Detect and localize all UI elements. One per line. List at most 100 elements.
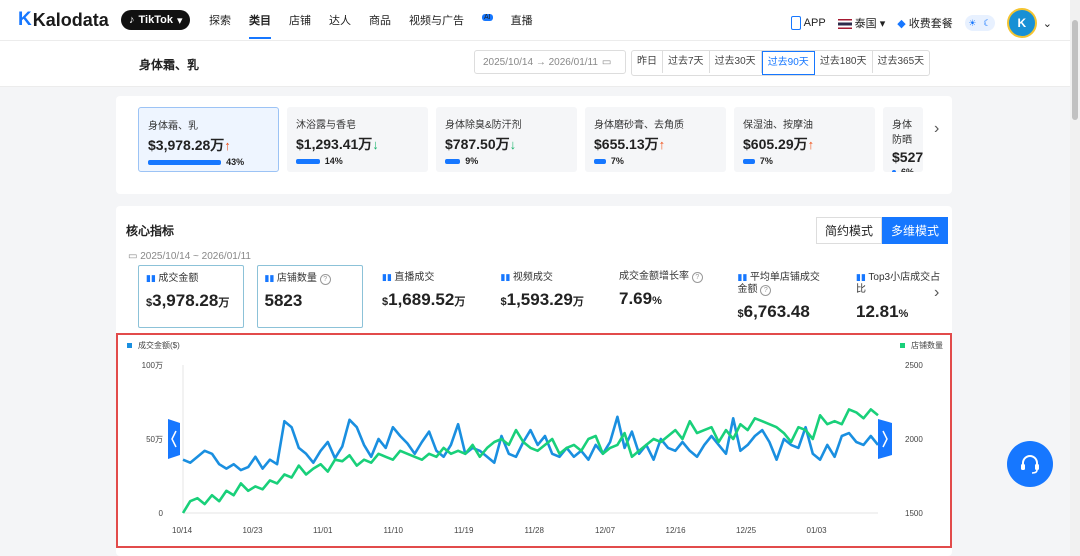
metric-prefix: $ xyxy=(382,296,389,308)
kalodata-logo[interactable]: K Kalodata xyxy=(18,9,109,31)
category-card[interactable]: 沐浴露与香皂 $1,293.41万↓ 14% xyxy=(287,107,428,172)
legend-sales-marker xyxy=(127,343,132,348)
legend-sales-label: 成交金额($) xyxy=(138,340,180,350)
multi-mode-button[interactable]: 多维模式 xyxy=(882,217,949,244)
metric-value: 7.69% xyxy=(619,289,711,309)
sun-icon: ☀ xyxy=(968,17,977,28)
legend-shops-label: 店铺数量 xyxy=(911,340,943,350)
metric-unit: 万 xyxy=(218,297,230,309)
metric-label: 店铺数量 xyxy=(276,273,317,284)
metric-card[interactable]: ▮▮ 店铺数量 ? 5823 xyxy=(256,265,363,328)
nav-creators[interactable]: 达人 xyxy=(329,15,351,27)
period-365d[interactable]: 过去365天 xyxy=(877,56,925,67)
share-pct: 7% xyxy=(610,156,624,166)
category-card[interactable]: 身体霜、乳 $3,978.28万↑ 43% xyxy=(138,107,279,172)
category-share: 14% xyxy=(296,156,419,166)
thailand-flag-icon xyxy=(837,19,852,30)
metric-card[interactable]: ▮▮ 视频成交 $1,593.29万 xyxy=(494,265,600,328)
nav-shops[interactable]: 店铺 xyxy=(289,15,311,27)
nav-explore[interactable]: 探索 xyxy=(209,15,231,27)
metric-label: 成交金额增长率 xyxy=(619,271,689,282)
metric-name: ▮▮ 直播成交 xyxy=(382,271,474,284)
category-card[interactable]: 保湿油、按摩油 $605.29万↑ 7% xyxy=(734,107,875,172)
page-scrollbar[interactable] xyxy=(1070,0,1080,556)
category-card[interactable]: 身体防晒 $527.1 6% xyxy=(883,107,923,172)
filter-bar: 身体霜、乳 2025/10/14 → 2026/01/11 ▭ 昨日 过去7天 过… xyxy=(0,41,1080,87)
help-icon[interactable]: ? xyxy=(319,274,331,285)
nav-video-ads[interactable]: 视频与广告 AI xyxy=(409,12,511,28)
period-selector: 昨日 过去7天 过去30天 过去90天 过去180天 过去365天 xyxy=(631,50,931,76)
theme-toggle[interactable]: ☀ ☾ xyxy=(964,15,995,31)
period-180d[interactable]: 过去180天 xyxy=(815,51,873,73)
share-bar xyxy=(445,158,461,164)
logo-text: Kalodata xyxy=(32,9,109,30)
kalodata-mark-icon: K xyxy=(18,9,32,30)
nav-live[interactable]: 直播 xyxy=(510,15,533,27)
metric-card[interactable]: 成交金额增长率 ? 7.69% xyxy=(612,265,718,328)
period-yesterday[interactable]: 昨日 xyxy=(632,51,663,73)
bar-chart-icon: ▮▮ xyxy=(146,273,159,283)
avatar[interactable]: K xyxy=(1006,8,1037,38)
category-name: 保湿油、按摩油 xyxy=(743,120,813,131)
region-label: 泰国 xyxy=(854,18,877,30)
bar-chart-icon: ▮▮ xyxy=(382,272,395,282)
category-value-text: $787.50万 xyxy=(445,136,510,152)
arrow-up-icon: ↑ xyxy=(807,137,815,152)
metric-name: ▮▮ 店铺数量 ? xyxy=(265,272,355,285)
platform-selector[interactable]: ♪ TikTok ▾ xyxy=(121,10,191,30)
mode-switch: 简约模式 多维模式 xyxy=(816,217,949,244)
chart-prev-handle xyxy=(168,419,180,459)
metric-value: $1,689.52万 xyxy=(382,290,474,310)
main-nav: 探索 类目 店铺 达人 商品 视频与广告 AI 直播 xyxy=(209,12,551,39)
app-download[interactable]: APP xyxy=(790,16,826,30)
customer-support-button[interactable] xyxy=(1007,441,1053,487)
metric-value: 12.81% xyxy=(856,302,948,322)
help-icon[interactable]: ? xyxy=(691,272,703,283)
pricing-link[interactable]: ◆ 收费套餐 xyxy=(897,15,953,31)
metric-card[interactable]: ▮▮ 成交金额 $3,978.28万 xyxy=(138,265,244,328)
metric-prefix: $ xyxy=(146,297,153,309)
metric-card[interactable]: ▮▮ Top3小店成交占比 12.81% xyxy=(849,265,955,328)
nav-category[interactable]: 类目 xyxy=(249,12,271,39)
nav-products[interactable]: 商品 xyxy=(369,15,391,27)
date-range-picker[interactable]: 2025/10/14 → 2026/01/11 ▭ xyxy=(474,50,626,74)
metric-unit: % xyxy=(898,308,909,320)
category-card[interactable]: 身体磨砂膏、去角质 $655.13万↑ 7% xyxy=(585,107,726,172)
x-tick: 01/03 xyxy=(807,526,828,535)
metric-prefix: $ xyxy=(500,296,507,308)
category-card[interactable]: 身体除臭&防汗剂 $787.50万↓ 9% xyxy=(436,107,577,172)
share-bar xyxy=(892,169,896,172)
metric-name: ▮▮ Top3小店成交占比 xyxy=(856,271,948,296)
category-name: 身体防晒 xyxy=(892,120,912,146)
region-selector[interactable]: 泰国 ▾ xyxy=(837,15,885,31)
y-right-tick: 2500 xyxy=(905,361,923,370)
metric-card[interactable]: ▮▮ 直播成交 $1,689.52万 xyxy=(375,265,481,328)
category-value: $527.1 xyxy=(892,149,923,165)
share-pct: 7% xyxy=(759,156,773,166)
chevron-right-icon[interactable]: › xyxy=(934,120,940,137)
chevron-right-icon[interactable]: › xyxy=(934,284,940,301)
chevron-down-icon[interactable]: ⌄ xyxy=(1042,17,1052,30)
period-90d[interactable]: 过去90天 xyxy=(761,51,815,75)
share-pct: 43% xyxy=(226,157,245,167)
x-tick: 11/10 xyxy=(384,526,404,535)
arrow-down-icon: ↓ xyxy=(372,137,379,152)
metric-label: 平均单店铺成交金额 xyxy=(737,272,820,295)
category-name: 沐浴露与香皂 xyxy=(296,120,356,131)
metric-number: 7.69 xyxy=(619,289,653,308)
metric-name: ▮▮ 平均单店铺成交金额 ? xyxy=(738,271,830,296)
help-icon[interactable]: ? xyxy=(760,285,772,296)
period-30d[interactable]: 过去30天 xyxy=(710,51,762,73)
trend-chart-svg: 成交金额($) 店铺数量 100万 50万 0 2500 2000 1500 10/14 10/2… xyxy=(127,340,943,535)
period-7d[interactable]: 过去7天 xyxy=(663,51,710,73)
calendar-icon: ▭ xyxy=(128,251,138,262)
top-navigation-bar: K Kalodata ♪ TikTok ▾ 探索 类目 店铺 达人 商品 视频与广告 A… xyxy=(0,0,1080,41)
scrollbar-thumb[interactable] xyxy=(1072,20,1078,120)
simple-mode-button[interactable]: 简约模式 xyxy=(816,217,883,244)
metric-unit: % xyxy=(652,295,662,307)
trend-chart: 成交金额($) 店铺数量 100万 50万 0 2500 2000 1500 10/14 10/2… xyxy=(116,333,952,548)
category-value: $787.50万↓ xyxy=(445,134,568,154)
metric-card[interactable]: ▮▮ 平均单店铺成交金额 ? $6,763.48 xyxy=(731,265,837,328)
metric-value: $1,593.29万 xyxy=(501,290,593,310)
x-tick: 12/16 xyxy=(666,526,687,535)
